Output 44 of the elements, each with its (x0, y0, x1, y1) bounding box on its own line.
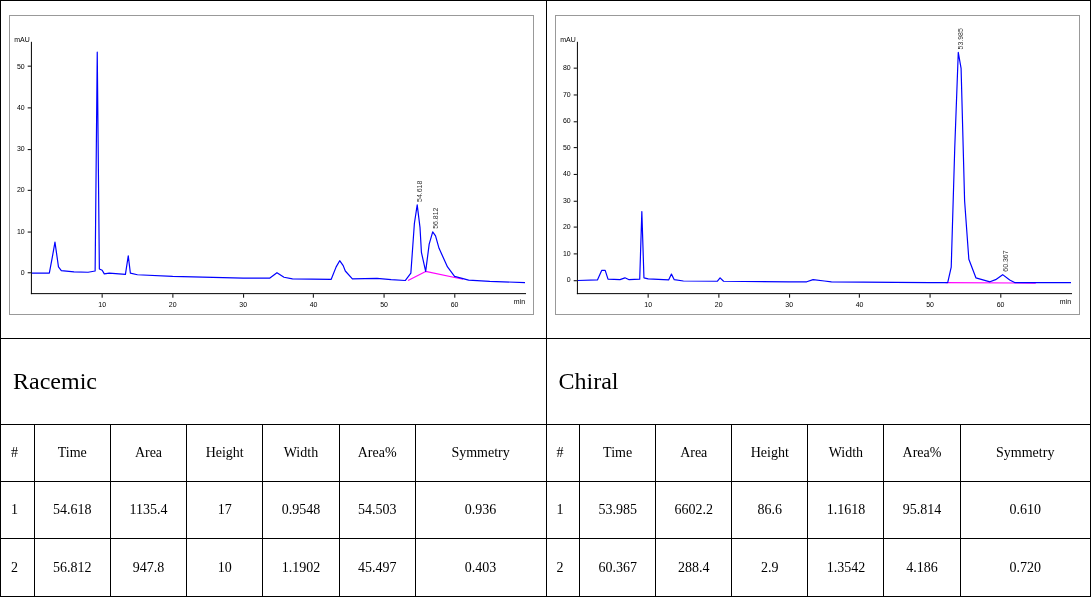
text: Height (186, 425, 263, 481)
text: 45.497 (338, 539, 415, 596)
text: Area% (883, 425, 960, 481)
text: Racemic (1, 339, 546, 425)
text: 0.610 (959, 482, 1090, 538)
text: Area (109, 425, 187, 481)
text: 6602.2 (655, 482, 732, 538)
text: 86.6 (731, 482, 808, 538)
text: 60.367 (579, 539, 656, 596)
text: 0.720 (959, 539, 1090, 596)
text: 2 (555, 558, 565, 577)
text: 0.936 (414, 482, 546, 538)
text: 10 (186, 539, 263, 596)
text: Width (807, 425, 884, 481)
text: Time (33, 425, 110, 481)
text: 1135.4 (109, 482, 187, 538)
text: Chiral (546, 339, 1090, 425)
text: 17 (186, 482, 263, 538)
text: # (555, 444, 565, 462)
text: # (10, 444, 19, 462)
text: Symmetry (959, 425, 1090, 481)
text: Area% (338, 425, 415, 481)
text: 1.3542 (807, 539, 884, 596)
text: 0.9548 (262, 482, 339, 538)
text: 0.403 (414, 539, 546, 596)
text: 54.618 (33, 482, 110, 538)
text: 53.985 (579, 482, 656, 538)
text: 95.814 (883, 482, 960, 538)
text: 1.1618 (807, 482, 884, 538)
text: 1 (10, 501, 19, 519)
text: 947.8 (109, 539, 187, 596)
text: Symmetry (414, 425, 546, 481)
text: 2.9 (731, 539, 808, 596)
text: 2 (10, 558, 19, 577)
text: 4.186 (883, 539, 960, 596)
text: Area (655, 425, 732, 481)
text: Height (731, 425, 808, 481)
text: Width (262, 425, 339, 481)
text: 54.503 (338, 482, 415, 538)
text: Time (579, 425, 656, 481)
text: 288.4 (655, 539, 732, 596)
text: 56.812 (33, 539, 110, 596)
text: 1 (555, 501, 565, 519)
text: 1.1902 (262, 539, 339, 596)
